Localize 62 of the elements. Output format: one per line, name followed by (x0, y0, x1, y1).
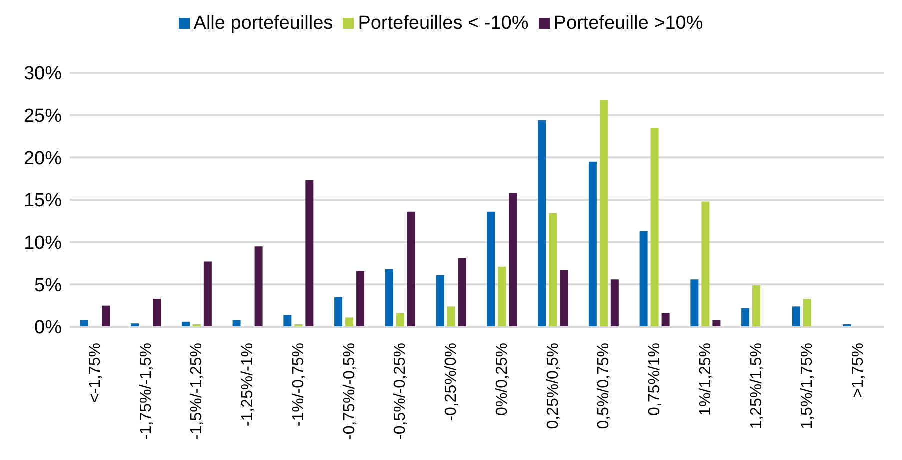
x-tick-label: -1,5%/-1,25% (188, 343, 206, 440)
bar (650, 128, 659, 327)
bar (662, 313, 670, 327)
bar (436, 275, 444, 327)
y-tick-label: 10% (24, 233, 62, 254)
bar (232, 320, 241, 327)
bar (640, 231, 648, 327)
bar (702, 202, 710, 327)
bar (600, 100, 608, 327)
bar (284, 315, 292, 327)
y-tick-label: 30% (24, 64, 62, 85)
bar (153, 299, 162, 327)
y-tick-label: 15% (24, 190, 62, 212)
x-tick-label: -0,75%/-0,5% (341, 343, 358, 440)
bar (306, 180, 314, 327)
bar (80, 320, 88, 327)
bar (549, 214, 558, 327)
x-tick-label: 0,75%/1% (646, 343, 664, 416)
y-tick-label: 20% (24, 148, 62, 170)
bar (204, 262, 212, 327)
x-tick-label: <-1,75% (86, 343, 104, 404)
bar (690, 280, 699, 327)
bar (610, 280, 619, 327)
bar (588, 162, 597, 327)
bar (803, 299, 812, 327)
x-tick-label: -1%/-0,75% (290, 343, 308, 427)
y-tick-label: 25% (24, 106, 62, 128)
bar (346, 318, 354, 327)
x-tick-label: 1%/1,25% (697, 343, 714, 416)
bar (407, 212, 416, 327)
bar (498, 266, 506, 327)
x-tick-label: 0%/0,25% (494, 343, 511, 416)
x-tick-label: 0,25%/0,5% (544, 343, 562, 430)
bar (509, 193, 518, 327)
x-tick-label: >1,75% (850, 343, 868, 398)
bar (792, 306, 800, 327)
x-tick-label: -1,75%/-1,5% (138, 343, 155, 440)
x-tick-label: 0,5%/0,75% (596, 343, 613, 430)
y-tick-label: 5% (34, 275, 62, 296)
bar (752, 286, 761, 327)
x-tick-label: 1,25%/1,5% (748, 343, 766, 430)
y-tick-label: 0% (34, 318, 62, 339)
bar (538, 120, 546, 327)
bar (560, 270, 568, 327)
legend-label: Portefeuille >10% (554, 13, 704, 34)
bar (712, 320, 721, 327)
bar (458, 258, 466, 327)
bar (334, 297, 343, 327)
bar (447, 306, 456, 327)
bar (102, 306, 110, 327)
x-tick-label: -1,25%/-1% (240, 343, 257, 427)
x-tick-label: 1,5%/1,75% (799, 343, 816, 430)
legend-label: Portefeuilles < -10% (358, 13, 529, 34)
x-tick-label: -0,25%/0% (443, 343, 460, 422)
bar (254, 246, 263, 327)
bar (742, 308, 750, 327)
x-tick-label: -0,5%/-0,25% (392, 343, 410, 440)
bar (396, 313, 404, 327)
bar (385, 269, 394, 327)
bar (487, 212, 496, 327)
bar (356, 271, 365, 327)
legend-label: Alle portefeuilles (194, 13, 334, 34)
